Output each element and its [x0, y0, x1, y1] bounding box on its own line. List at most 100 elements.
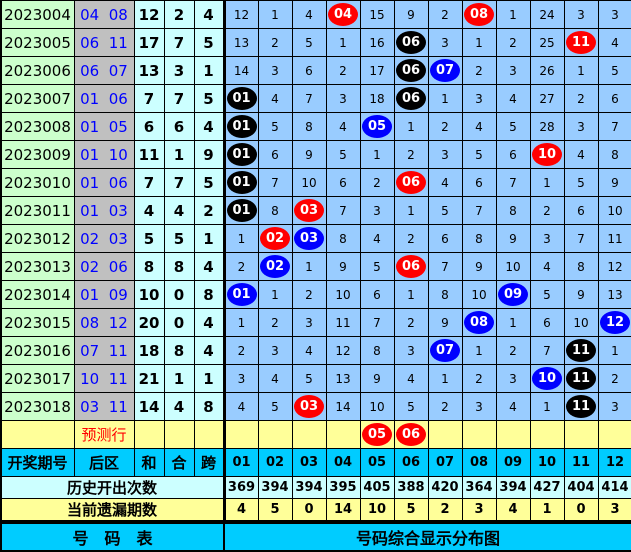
sum-cell: 7: [133, 84, 165, 113]
table-row: 2023006 06 07 13 3 1 14 3 6 2 17 06 07 2 3 26 1 5: [0, 56, 631, 85]
grid-cell: 8: [291, 112, 327, 141]
sum-cell: 20: [133, 308, 165, 337]
grid-cell: 7: [291, 84, 327, 113]
grid-cell: 1: [529, 392, 565, 421]
grid-cell: 4: [495, 84, 531, 113]
grid-cell: 2: [427, 0, 463, 29]
grid-cell: 4: [291, 0, 327, 29]
grid-cell: 4: [495, 392, 531, 421]
period-cell: 2023017: [0, 364, 75, 393]
grid-cell: 1: [393, 196, 429, 225]
blue-ball: 09: [498, 283, 528, 306]
grid-cell: 5: [597, 56, 631, 85]
history-label: 历史开出次数: [0, 476, 225, 499]
history-value: 405: [359, 476, 395, 499]
kua-cell: 4: [193, 0, 225, 29]
grid-cell: 9: [325, 252, 361, 281]
grid-cell: 14: [325, 392, 361, 421]
period-cell: 2023014: [0, 280, 75, 309]
back-area-cell: 02 03: [73, 224, 135, 253]
history-value: 395: [325, 476, 361, 499]
back-area-cell: 04 08: [73, 0, 135, 29]
grid-cell: 06: [393, 252, 429, 281]
grid-cell: 3: [325, 84, 361, 113]
black-ball: 11: [566, 339, 596, 362]
grid-cell: 02: [257, 252, 293, 281]
kua-cell: 2: [193, 196, 225, 225]
grid-cell: 2: [495, 336, 531, 365]
missing-value: 10: [359, 498, 395, 521]
grid-cell: 01: [222, 112, 259, 141]
sum-cell: 13: [133, 56, 165, 85]
history-value: 414: [597, 476, 631, 499]
table-row: 2023016 07 11 18 8 4 2 3 4 12 8 3 07 1 2 7 11 1: [0, 336, 631, 365]
grid-cell: 03: [291, 196, 327, 225]
missing-value: 1: [529, 498, 565, 521]
missing-value: 5: [257, 498, 293, 521]
sum-cell: 12: [133, 0, 165, 29]
grid-cell: 11: [563, 364, 599, 393]
footer-left-title: 号 码 表: [0, 522, 225, 552]
grid-cell: 5: [359, 252, 395, 281]
grid-cell: 11: [563, 392, 599, 421]
grid-cell: 2: [563, 84, 599, 113]
period-cell: 2023006: [0, 56, 75, 85]
table-row: 2023008 01 05 6 6 4 01 5 8 4 05 1 2 4 5 28 3 7: [0, 112, 631, 141]
grid-cell: 09: [495, 280, 531, 309]
period-cell: 2023005: [0, 28, 75, 57]
grid-cell: 9: [393, 0, 429, 29]
back-area-cell: 06 07: [73, 56, 135, 85]
black-ball: 11: [566, 395, 596, 418]
grid-cell: 2: [257, 308, 293, 337]
grid-cell: 06: [393, 56, 429, 85]
grid-cell: 4: [393, 364, 429, 393]
grid-cell: 7: [563, 224, 599, 253]
grid-cell: [461, 420, 497, 449]
grid-cell: 9: [427, 308, 463, 337]
he-cell: 8: [163, 252, 195, 281]
grid-cell: 10: [529, 364, 565, 393]
table-row: 2023011 01 03 4 4 2 01 8 03 7 3 1 5 7 8 2 6 10: [0, 196, 631, 225]
header-number: 05: [359, 448, 395, 477]
red-ball: 06: [396, 423, 426, 446]
red-ball: 08: [464, 3, 494, 26]
kua-cell: 9: [193, 140, 225, 169]
period-cell: 2023012: [0, 224, 75, 253]
grid-cell: 8: [495, 196, 531, 225]
grid-cell: 6: [495, 140, 531, 169]
black-ball: 01: [227, 171, 257, 194]
he-cell: 2: [163, 0, 195, 29]
grid-cell: 18: [359, 84, 395, 113]
grid-cell: 13: [597, 280, 631, 309]
grid-cell: 4: [359, 224, 395, 253]
grid-cell: 6: [291, 56, 327, 85]
he-cell: 8: [163, 336, 195, 365]
grid-cell: 7: [597, 112, 631, 141]
grid-cell: 11: [563, 336, 599, 365]
missing-value: 3: [461, 498, 497, 521]
missing-value: 4: [222, 498, 259, 521]
grid-cell: 3: [257, 56, 293, 85]
sum-cell: 21: [133, 364, 165, 393]
grid-cell: 5: [461, 140, 497, 169]
red-ball: 03: [294, 395, 324, 418]
blue-ball: 03: [294, 227, 324, 250]
period-cell: 2023011: [0, 196, 75, 225]
grid-cell: 05: [359, 420, 395, 449]
grid-cell: 1: [257, 280, 293, 309]
grid-cell: 6: [427, 224, 463, 253]
black-ball: 11: [566, 367, 596, 390]
grid-cell: 6: [325, 168, 361, 197]
grid-cell: 07: [427, 56, 463, 85]
missing-value: 2: [427, 498, 463, 521]
grid-cell: 1: [461, 28, 497, 57]
kua-cell: 1: [193, 364, 225, 393]
grid-cell: 10: [461, 280, 497, 309]
grid-cell: 10: [529, 140, 565, 169]
grid-cell: 07: [427, 336, 463, 365]
grid-cell: 1: [495, 0, 531, 29]
grid-cell: 2: [427, 112, 463, 141]
header-row: 开奖期号 后区和合跨 01 02 03 04 05 06 07 08 09 10 11 12: [0, 448, 631, 477]
grid-cell: 4: [291, 336, 327, 365]
